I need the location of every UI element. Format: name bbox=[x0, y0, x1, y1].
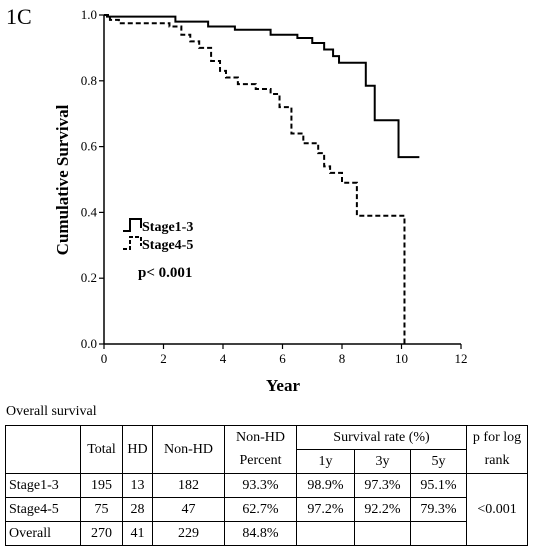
cell-5y: 79.3% bbox=[409, 497, 468, 522]
table-row: Stage1-3 195 13 182 93.3% 98.9% 97.3% 95… bbox=[5, 473, 529, 546]
x-tick-label: 10 bbox=[395, 351, 408, 366]
panel-label: 1C bbox=[6, 4, 32, 29]
cell-percent: 62.7% bbox=[224, 497, 297, 522]
y-axis-label: Cumulative Survival bbox=[53, 104, 72, 255]
header-hd: HD bbox=[122, 425, 153, 474]
legend-swatch bbox=[123, 218, 142, 232]
cell-3y: 97.3% bbox=[354, 473, 411, 498]
cell-hd: 13 bbox=[122, 473, 153, 498]
header-p-log-rank-line1: p for log bbox=[466, 425, 529, 450]
header-1y: 1y bbox=[296, 449, 355, 474]
x-axis-label: Year bbox=[266, 376, 300, 395]
cell-5y: 95.1% bbox=[409, 473, 468, 498]
cell-percent: 93.3% bbox=[224, 473, 297, 498]
cell-1y: 98.9% bbox=[296, 473, 355, 498]
cell-total: 75 bbox=[80, 497, 123, 522]
cell-3y bbox=[354, 521, 411, 546]
cell-total: 270 bbox=[80, 521, 123, 546]
series-line-stage4-5 bbox=[104, 14, 406, 344]
cell-percent: 84.8% bbox=[224, 521, 297, 546]
row-label: Stage1-3 bbox=[5, 473, 81, 498]
series-line-stage1-3 bbox=[104, 14, 420, 159]
header-3y: 3y bbox=[354, 449, 411, 474]
y-tick-label: 1.0 bbox=[81, 7, 97, 22]
legend-label: Stage4-5 bbox=[142, 238, 193, 253]
x-tick-label: 6 bbox=[279, 351, 286, 366]
y-tick-label: 0.6 bbox=[81, 139, 98, 154]
y-tick-label: 0.0 bbox=[81, 336, 97, 351]
cell-3y: 92.2% bbox=[354, 497, 411, 522]
row-label: Overall bbox=[5, 521, 81, 546]
p-value-annotation: p< 0.001 bbox=[138, 265, 192, 281]
cell-1y: 97.2% bbox=[296, 497, 355, 522]
header-empty-cell bbox=[5, 425, 81, 474]
cell-non-hd: 229 bbox=[152, 521, 225, 546]
legend-label: Stage1-3 bbox=[142, 220, 193, 235]
cell-hd: 41 bbox=[122, 521, 153, 546]
x-tick-label: 0 bbox=[101, 351, 108, 366]
cell-5y bbox=[409, 521, 468, 546]
legend: Stage1-3 Stage4-5 bbox=[123, 218, 193, 253]
survival-table: Total HD Non-HD Non-HD Survival rate (%)… bbox=[5, 425, 529, 546]
header-5y: 5y bbox=[409, 449, 468, 474]
table-row: Stage4-5 75 28 47 62.7% 97.2% 92.2% 79.3… bbox=[5, 497, 528, 522]
cell-non-hd: 47 bbox=[152, 497, 225, 522]
table-caption: Overall survival bbox=[6, 404, 97, 419]
survival-curves bbox=[104, 14, 420, 344]
header-non-hd: Non-HD bbox=[152, 425, 225, 474]
table-header-row: Total HD Non-HD Non-HD Survival rate (%)… bbox=[5, 425, 529, 474]
x-tick-label: 8 bbox=[339, 351, 346, 366]
header-p-log-rank-line2: rank bbox=[466, 449, 529, 474]
y-tick-label: 0.2 bbox=[81, 270, 97, 285]
y-tick-label: 0.8 bbox=[81, 73, 97, 88]
table-row: Overall 270 41 229 84.8% bbox=[5, 521, 528, 546]
x-tick-label: 4 bbox=[220, 351, 227, 366]
cell-p-value: <0.001 bbox=[466, 473, 529, 546]
axes: 0 2 4 6 8 10 12 0.0 0.2 0.4 0.6 0.8 1.0 bbox=[81, 7, 468, 366]
kaplan-meier-chart: 0 2 4 6 8 10 120.00.20.40.60.81.0 Stage1-3Stag… bbox=[53, 7, 468, 395]
cell-non-hd: 182 bbox=[152, 473, 225, 498]
x-tick-label: 12 bbox=[455, 351, 468, 366]
cell-total: 195 bbox=[80, 473, 123, 498]
cell-1y bbox=[296, 521, 355, 546]
header-total: Total bbox=[80, 425, 123, 474]
cell-hd: 28 bbox=[122, 497, 153, 522]
x-tick-label: 2 bbox=[160, 351, 167, 366]
row-label: Stage4-5 bbox=[5, 497, 81, 522]
header-non-hd-percent-line1: Non-HD bbox=[224, 425, 297, 450]
header-non-hd-percent-line2: Percent bbox=[224, 449, 297, 474]
legend-swatch bbox=[123, 236, 142, 250]
y-tick-label: 0.4 bbox=[81, 204, 98, 219]
header-survival-rate: Survival rate (%) bbox=[295, 425, 468, 450]
